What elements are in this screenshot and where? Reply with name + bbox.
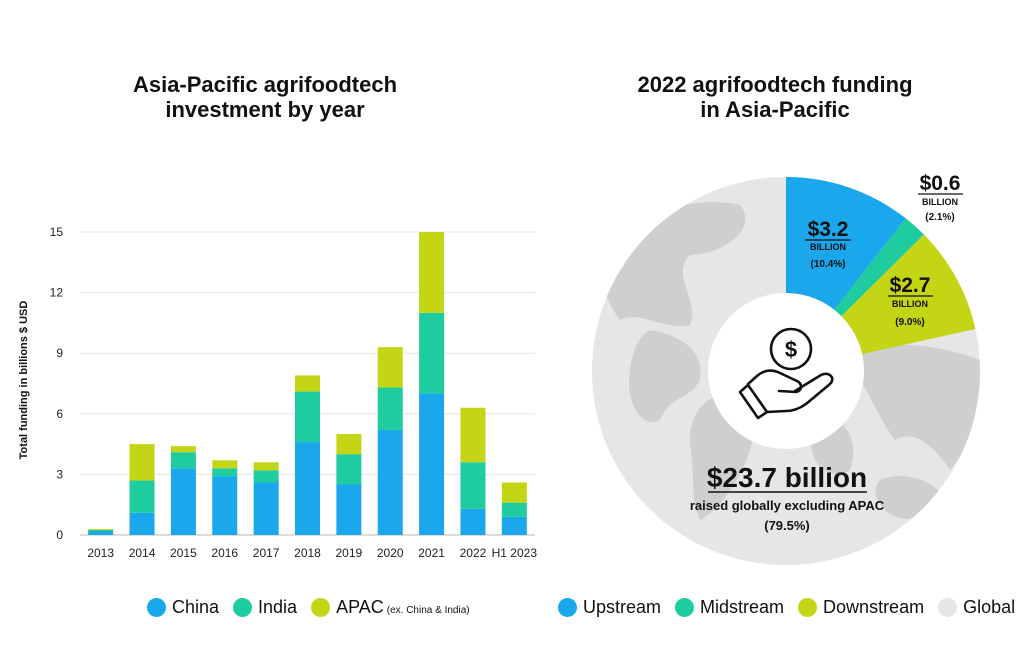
x-tick-label: 2014 [129, 546, 156, 560]
legend-swatch-midstream [675, 598, 695, 617]
legend-item-china: China [147, 597, 219, 618]
bar-india-2015 [170, 452, 196, 469]
legend-label-global: Global [963, 597, 1016, 617]
bar-india-2018 [295, 391, 320, 443]
legend-item-apac: APAC (ex. China & India) [311, 597, 470, 618]
bar-apac-h1-2023 [501, 482, 527, 503]
bar-china-2013 [88, 530, 114, 535]
bar-china-2014 [129, 512, 155, 535]
legend-swatch-apac [311, 598, 331, 617]
legend-label-india: India [258, 597, 298, 617]
bar-apac-2022 [460, 407, 486, 463]
bar-chart-title-line-2: investment by year [165, 97, 365, 122]
bar-apac-2017 [253, 462, 279, 471]
legend-label-midstream: Midstream [700, 597, 785, 617]
donut-chart-title: 2022 agrifoodtech funding in Asia-Pacifi… [600, 72, 950, 122]
y-tick-label: 6 [56, 407, 63, 421]
bar-india-2022 [460, 462, 486, 509]
legend-item-upstream: Upstream [558, 597, 661, 618]
legend-item-midstream: Midstream [675, 597, 784, 618]
x-tick-label: 2019 [336, 546, 363, 560]
bar-china-2021 [419, 393, 445, 535]
legend-swatch-china [147, 598, 166, 617]
x-tick-label: 2018 [294, 546, 321, 560]
legend-label-upstream: Upstream [583, 597, 662, 617]
legend-note-apac: (ex. China & India) [386, 604, 470, 616]
bar-india-2014 [129, 480, 155, 513]
x-tick-label: 2017 [253, 546, 280, 560]
x-tick-label: 2013 [87, 546, 114, 560]
bar-apac-2020 [377, 347, 403, 388]
donut-chart-title-line-2: in Asia-Pacific [700, 97, 850, 122]
bar-india-2013 [88, 529, 114, 531]
legend-swatch-downstream [798, 598, 818, 617]
bar-china-h1-2023 [501, 516, 527, 535]
x-tick-label: 2016 [211, 546, 238, 560]
bar-india-2016 [212, 468, 238, 477]
bar-china-2016 [212, 476, 238, 535]
bar-china-2018 [295, 442, 320, 535]
y-tick-label: 15 [50, 225, 64, 239]
bar-apac-2021 [419, 232, 445, 313]
x-tick-label: 2020 [377, 546, 404, 560]
bar-china-2020 [377, 429, 403, 535]
legend-swatch-global [938, 598, 958, 617]
donut-chart-title-line-1: 2022 agrifoodtech funding [637, 72, 913, 97]
bar-apac-2019 [336, 434, 362, 455]
bar-apac-2015 [170, 446, 196, 453]
bar-china-2019 [336, 484, 362, 535]
legend-label-downstream: Downstream [823, 597, 925, 617]
bar-india-2020 [377, 387, 403, 430]
bar-apac-2016 [212, 460, 238, 469]
bar-apac-2018 [295, 375, 320, 392]
x-tick-label: 2021 [418, 546, 445, 560]
bar-chart-title: Asia-Pacific agrifoodtech investment by … [100, 72, 430, 122]
donut-chart-legend: Upstream Midstream Downstream Global [558, 597, 1024, 618]
legend-item-global: Global [938, 597, 1015, 618]
legend-swatch-india [233, 598, 253, 617]
legend-swatch-upstream [558, 598, 577, 617]
bar-china-2022 [460, 508, 486, 535]
bar-china-2017 [253, 482, 279, 535]
bar-india-2021 [419, 312, 445, 394]
bar-india-2019 [336, 454, 362, 485]
bar-china-2015 [170, 468, 196, 535]
y-tick-label: 3 [56, 467, 63, 481]
bar-apac-2014 [129, 444, 155, 481]
legend-item-downstream: Downstream [798, 597, 924, 618]
x-tick-label: H1 2023 [492, 546, 538, 560]
bar-india-2017 [253, 470, 279, 483]
y-tick-label: 9 [56, 346, 63, 360]
y-tick-label: 12 [50, 286, 64, 300]
bar-chart-title-line-1: Asia-Pacific agrifoodtech [132, 72, 398, 97]
y-tick-label: 0 [56, 528, 63, 542]
legend-item-india: India [233, 597, 297, 618]
bar-apac-2013 [88, 528, 114, 530]
x-tick-label: 2015 [170, 546, 197, 560]
bar-chart-legend: China India APAC (ex. China & India) [147, 597, 484, 618]
y-axis-label: Total funding in billions $ USD [18, 301, 30, 460]
x-tick-label: 2022 [460, 546, 487, 560]
legend-label-china: China [172, 597, 220, 617]
bar-india-h1-2023 [501, 502, 527, 517]
legend-label-apac: APAC [336, 597, 384, 617]
